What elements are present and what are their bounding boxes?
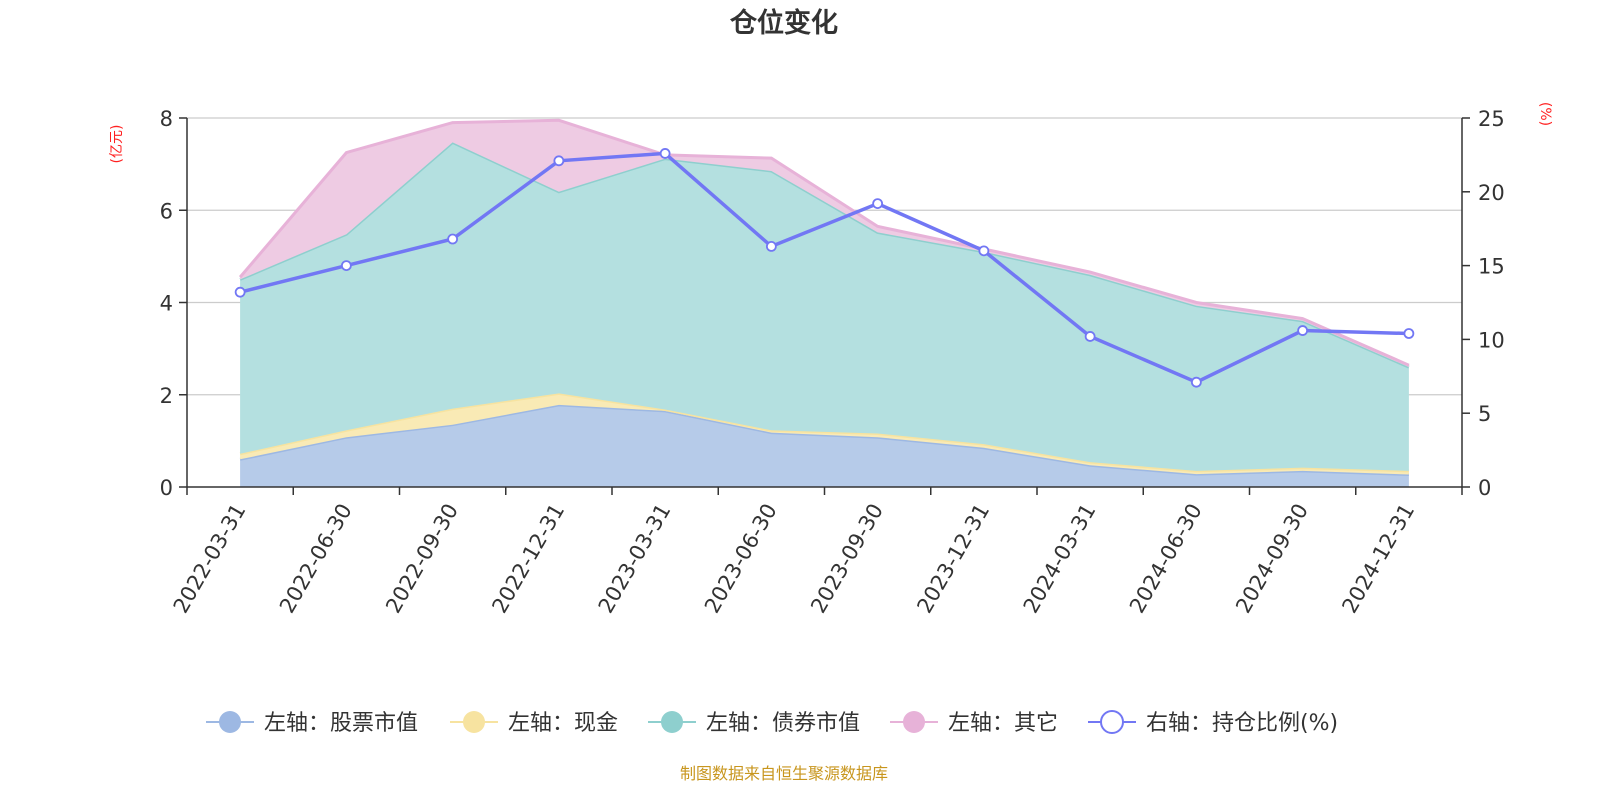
- ratio-point: [659, 148, 671, 159]
- area-左轴：债券市值: [240, 142, 1409, 471]
- right-tick-label: 5: [1478, 402, 1491, 426]
- x-tick-label: 2023-03-31: [594, 500, 676, 618]
- left-axis-unit: (亿元): [109, 125, 125, 164]
- ratio-point: [234, 286, 246, 298]
- area-左轴：现金: [240, 393, 1409, 475]
- legend-marker: [661, 711, 683, 733]
- stacked-areas: [238, 118, 1410, 487]
- x-tick-label: 2022-06-30: [275, 500, 357, 618]
- right-tick-label: 20: [1478, 181, 1505, 205]
- right-axis-unit: (%): [1537, 102, 1553, 126]
- ratio-line: [234, 148, 1415, 388]
- left-tick-label: 0: [160, 476, 173, 500]
- chart-title: 仓位变化: [729, 7, 838, 39]
- legend-label: 左轴：股票市值: [264, 711, 418, 736]
- right-tick-label: 25: [1478, 107, 1505, 131]
- x-tick-label: 2024-06-30: [1125, 500, 1207, 618]
- legend-label: 右轴：持仓比例(%): [1146, 711, 1338, 736]
- ratio-point: [978, 245, 990, 257]
- x-tick-label: 2023-12-31: [912, 500, 994, 618]
- ratio-point: [340, 260, 352, 272]
- legend-marker: [903, 711, 925, 733]
- legend-marker: [463, 711, 485, 733]
- ratio-point: [1403, 328, 1415, 339]
- left-tick-label: 2: [160, 384, 173, 408]
- x-tick-label: 2024-03-31: [1019, 500, 1101, 618]
- area-左轴：股票市值: [240, 404, 1409, 487]
- legend-marker: [219, 711, 241, 733]
- x-tick-label: 2023-06-30: [700, 500, 782, 618]
- legend-marker: [1100, 710, 1124, 734]
- ratio-point: [447, 233, 459, 245]
- legend-label: 左轴：现金: [508, 711, 618, 736]
- right-tick-label: 15: [1478, 255, 1505, 279]
- x-tick-label: 2022-03-31: [169, 500, 251, 618]
- ratio-line-path: [239, 151, 1409, 385]
- ratio-point: [1297, 325, 1309, 336]
- x-tick-label: 2022-09-30: [381, 500, 463, 618]
- ratio-point: [765, 241, 777, 252]
- ratio-point: [872, 198, 884, 210]
- right-tick-label: 10: [1478, 328, 1505, 352]
- legend: 左轴：股票市值 左轴：现金 左轴：债券市值 左轴：其它 右轴：持仓比例(%): [206, 710, 1338, 736]
- legend-label: 左轴：其它: [948, 711, 1058, 736]
- left-tick-label: 4: [160, 292, 173, 316]
- ratio-point: [1190, 376, 1202, 388]
- ratio-point: [553, 155, 565, 167]
- x-tick-label: 2023-09-30: [806, 500, 888, 618]
- left-tick-label: 8: [160, 107, 173, 131]
- x-tick-label: 2024-09-30: [1231, 500, 1313, 618]
- source-note: 制图数据来自恒生聚源数据库: [680, 764, 888, 783]
- area-edge-左轴：其它: [238, 118, 1410, 367]
- left-tick-label: 6: [160, 199, 173, 223]
- legend-label: 左轴：债券市值: [706, 711, 860, 736]
- x-tick-label: 2022-12-31: [487, 500, 569, 618]
- right-tick-label: 0: [1478, 476, 1491, 500]
- x-tick-label: 2024-12-31: [1337, 500, 1419, 618]
- ratio-point: [1084, 331, 1096, 342]
